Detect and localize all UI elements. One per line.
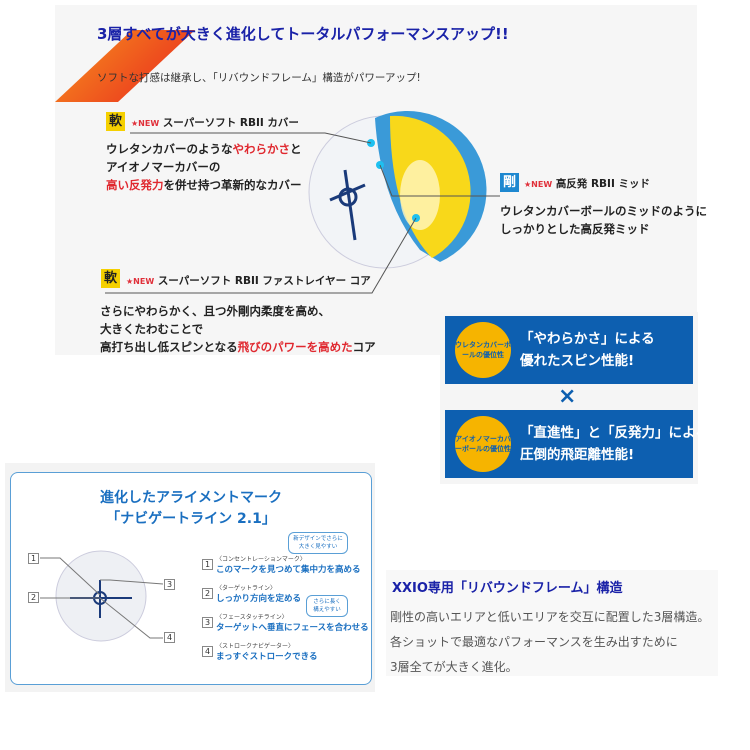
rebound-title: XXIO専用「リバウンドフレーム」構造: [392, 581, 623, 596]
navigate-line-card: [10, 472, 372, 685]
layers-title: 3層すべてが大きく進化してトータルパフォーマンスアップ!!: [97, 25, 509, 43]
mid-name: ★NEW 高反発 RBII ミッド: [524, 178, 651, 190]
soft-badge: 軟: [101, 269, 120, 288]
core-leader-line: [105, 217, 417, 294]
urethane-circle: ウレタンカバーボールの優位性: [455, 322, 511, 378]
cover-desc: ウレタンカバーのようなやわらかさと アイオノマーカバーの 高い反発力を併せ持つ革…: [106, 142, 302, 192]
rebound-frame-section: [386, 570, 718, 676]
mid-leader-line: [379, 164, 500, 197]
rigid-badge: 剛: [500, 173, 519, 192]
new-label: ★NEW: [131, 119, 160, 128]
core-desc: さらにやわらかく、且つ外剛内柔度を高め、 大きくたわむことで 高打ち出し低スピンと…: [100, 304, 376, 354]
callout-3: 3: [164, 579, 175, 590]
speech-bubble: さらに長く構えやすい: [306, 595, 348, 617]
layers-subtitle: ソフトな打感は継承し、「リバウンドフレーム」構造がパワーアップ!: [97, 72, 421, 84]
ionomer-merit-box: アイオノマーカバーボールの優位性 「直進性」と「反発力」による 圧倒的飛距離性能!: [445, 410, 709, 478]
times-icon: ×: [558, 384, 577, 409]
callout-4: 4: [164, 632, 175, 643]
cover-leader-line: [130, 132, 372, 144]
nav-item-1: 1 〈コンセントレーションマーク〉 このマークを見つめて集中力を高める: [202, 554, 361, 575]
core-name: ★NEW スーパーソフト RBII ファストレイヤー コア: [126, 275, 371, 287]
speech-bubble: 新デザインでさらに大きく見やすい: [288, 532, 348, 554]
soft-badge: 軟: [106, 112, 125, 131]
navigate-title: 進化したアライメントマーク: [100, 490, 282, 506]
ionomer-circle: アイオノマーカバーボールの優位性: [455, 416, 511, 472]
mid-desc: ウレタンカバーボールのミッドのように しっかりとした高反発ミッド: [500, 204, 707, 236]
ball-alignment-illustration: [40, 550, 164, 642]
rebound-line: 剛性の高いエリアと低いエリアを交互に配置した3層構造。: [390, 610, 710, 624]
urethane-merit-box: ウレタンカバーボールの優位性 「やわらかさ」による 優れたスピン性能!: [445, 316, 693, 384]
cover-name-text: スーパーソフト RBII カバー: [162, 117, 299, 129]
nav-item-3: 3 〈フェースタッチライン〉 ターゲットへ垂直にフェースを合わせる: [202, 612, 369, 633]
callout-2: 2: [28, 592, 39, 603]
alignment-mark-icon: [329, 169, 366, 241]
rebound-line: 3層全てが大きく進化。: [390, 660, 518, 674]
cover-name: ★NEW スーパーソフト RBII カバー: [131, 115, 299, 130]
callout-1: 1: [28, 553, 39, 564]
rebound-line: 各ショットで最適なパフォーマンスを生み出すために: [390, 635, 678, 649]
nav-item-2: 2 〈ターゲットライン〉 しっかり方向を定める: [202, 583, 301, 604]
nav-item-4: 4 〈ストロークナビゲーター〉 まっすぐストロークできる: [202, 641, 318, 662]
ball-cutaway-illustration: [105, 111, 500, 294]
navigate-subtitle: 「ナビゲートライン 2.1」: [106, 511, 276, 527]
